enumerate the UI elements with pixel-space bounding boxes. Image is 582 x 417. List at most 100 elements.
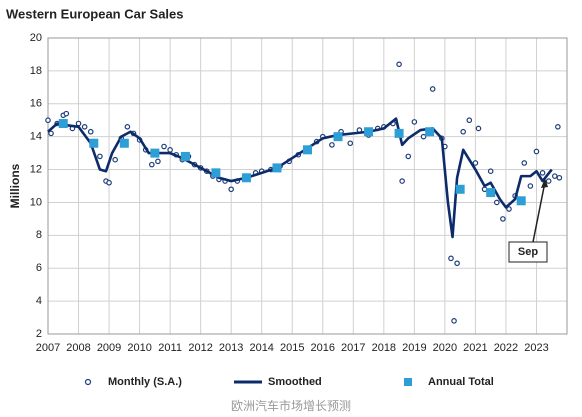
caption: 欧洲汽车市场增长预测 [231,398,351,413]
legend-label: Annual Total [428,376,494,388]
monthly-point [87,128,94,135]
annual-square [394,128,404,138]
monthly-point [48,130,54,137]
annual-square [516,196,526,206]
x-tick-label: 2009 [97,342,121,354]
monthly-point [399,178,405,184]
y-tick-label: 4 [36,295,42,307]
x-tick-label: 2016 [311,342,335,354]
monthly-point [347,140,354,147]
y-axis-label: Millions [8,163,22,208]
monthly-point [161,143,167,150]
x-tick-label: 2011 [158,342,182,354]
monthly-point [556,174,563,181]
monthly-point [475,125,482,132]
monthly-point [228,186,234,193]
arrow-head [541,178,548,188]
legend-marker [404,378,412,386]
monthly-point [481,186,488,193]
monthly-point [167,147,173,153]
monthly-point [466,117,473,124]
monthly-point [493,199,500,206]
chart-title: Western European Car Sales [6,6,184,21]
x-tick-label: 2020 [433,342,457,354]
monthly-point [460,128,467,135]
y-tick-label: 18 [30,65,42,77]
monthly-point [329,142,335,148]
plot-border [47,37,568,335]
annual-square [89,138,99,148]
legend-marker [84,378,92,386]
monthly-point [539,170,546,176]
x-tick-label: 2017 [341,342,365,354]
monthly-point [521,160,528,166]
monthly-point [506,206,512,212]
x-tick-label: 2007 [36,342,60,354]
annual-square [180,151,190,161]
x-tick-label: 2021 [463,342,487,354]
legend-label: Monthly (S.A.) [108,376,182,388]
monthly-point [448,255,454,262]
annotation-box [508,241,548,263]
annual-square [119,138,129,148]
annotation-arrow [532,181,546,243]
monthly-point [405,153,412,160]
x-tick-label: 2008 [66,342,90,354]
monthly-point [420,133,427,140]
y-tick-label: 8 [36,229,42,241]
monthly-point [45,117,51,124]
annual-square [333,132,343,142]
annual-square [425,127,435,137]
monthly-point [472,160,479,166]
annual-square [272,163,282,173]
x-tick-label: 2010 [127,342,151,354]
annual-square [486,188,496,198]
monthly-point [81,124,88,130]
x-tick-label: 2015 [280,342,304,354]
monthly-point [545,178,552,184]
y-tick-label: 14 [30,131,42,143]
monthly-point [97,153,103,160]
y-tick-label: 6 [36,262,42,274]
x-tick-label: 2014 [249,342,273,354]
annotation: Sep [518,246,538,258]
annual-square [455,184,465,194]
monthly-point [500,216,506,222]
monthly-point [124,124,131,130]
x-tick-label: 2012 [188,342,212,354]
annual-square [150,148,160,158]
monthly-point [487,168,494,175]
y-tick-label: 20 [30,32,42,44]
monthly-point [155,158,161,165]
monthly-point [551,173,558,179]
x-tick-label: 2022 [494,342,518,354]
x-tick-label: 2013 [219,342,243,354]
y-tick-label: 10 [30,196,42,208]
monthly-point [555,124,561,130]
monthly-point [75,120,82,127]
monthly-point [451,318,457,324]
x-tick-label: 2023 [524,342,548,354]
y-tick-label: 16 [30,98,42,110]
monthly-point [63,110,70,117]
annual-square [241,173,251,183]
x-tick-label: 2018 [372,342,396,354]
monthly-point [106,179,112,186]
annual-square [364,127,374,137]
monthly-point [411,119,418,125]
annual-square [58,119,68,129]
x-tick-label: 2019 [402,342,426,354]
annual-square [211,168,221,178]
monthly-point [454,260,460,267]
y-tick-label: 12 [30,163,42,175]
monthly-point [396,61,402,68]
monthly-point [533,148,540,155]
monthly-point [527,183,534,189]
monthly-point [112,156,118,163]
annual-square [303,145,312,155]
monthly-point [429,86,436,92]
legend-label: Smoothed [268,376,322,388]
monthly-point [149,161,155,168]
y-tick-label: 2 [36,328,42,340]
